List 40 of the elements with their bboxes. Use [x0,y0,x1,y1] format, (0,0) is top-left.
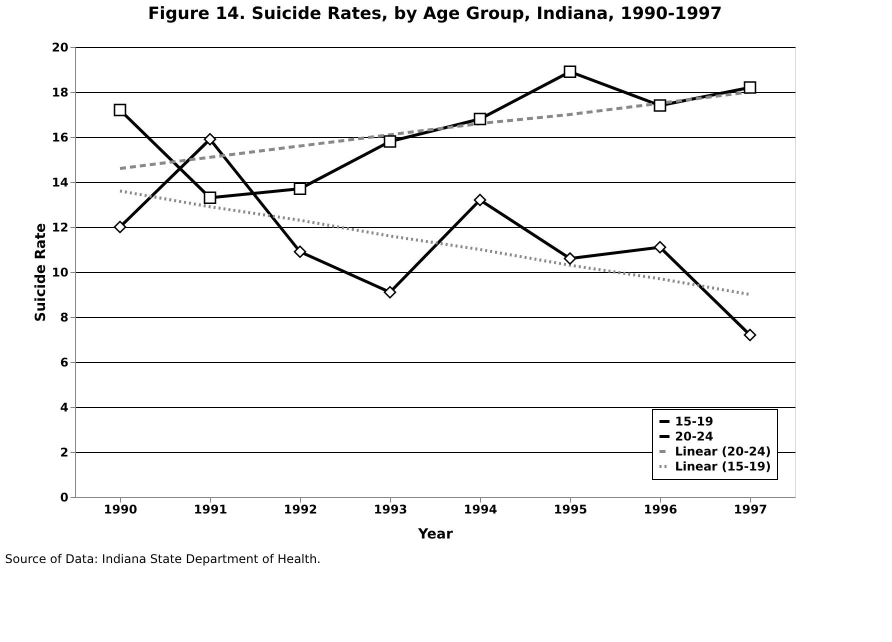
x-tick-label: 1997 [734,502,768,516]
point [294,182,306,195]
line-series [118,190,752,296]
x-tick-label: 1990 [104,502,138,516]
y-tick-label: 10 [52,266,68,280]
y-tick-label: 4 [60,400,68,414]
point [744,81,756,94]
point [654,241,666,254]
y-tick-label: 8 [60,310,68,324]
point [294,246,306,258]
point [474,112,486,126]
point [564,66,576,78]
x-tick-label: 1991 [194,502,228,516]
legend-label: Linear (20-24) [675,444,771,458]
source-note: Source of Data: Indiana State Department of Health. [5,552,321,566]
point [114,104,126,116]
point [204,192,216,204]
y-tick-label: 2 [60,446,68,460]
point [384,286,396,298]
point [204,133,216,146]
x-tick-label: 1996 [644,502,678,516]
x-tick-label: 1993 [374,502,408,516]
x-tick-label: 1992 [284,502,318,516]
y-axis-title: Suicide Rate [32,223,49,322]
chart-title: Figure 14. Suicide Rates, by Age Group, Indiana, 1990-1997 [148,4,722,24]
x-axis-title: Year [417,526,453,542]
x-tick-label: 1994 [464,502,498,516]
legend-label: 15-19 [675,414,714,428]
y-tick-label: 6 [60,356,68,370]
y-tick-label: 16 [52,130,68,144]
y-tick-label: 12 [52,220,68,234]
point [654,99,666,112]
y-tick-label: 14 [52,176,68,190]
legend-label: Linear (15-19) [675,460,771,474]
y-tick-label: 18 [52,86,68,100]
y-tick-label: 20 [52,40,68,54]
legend-label: 20-24 [675,430,714,444]
y-tick-label: 0 [60,490,68,504]
x-tick-label: 1995 [554,502,588,516]
point [384,135,396,148]
